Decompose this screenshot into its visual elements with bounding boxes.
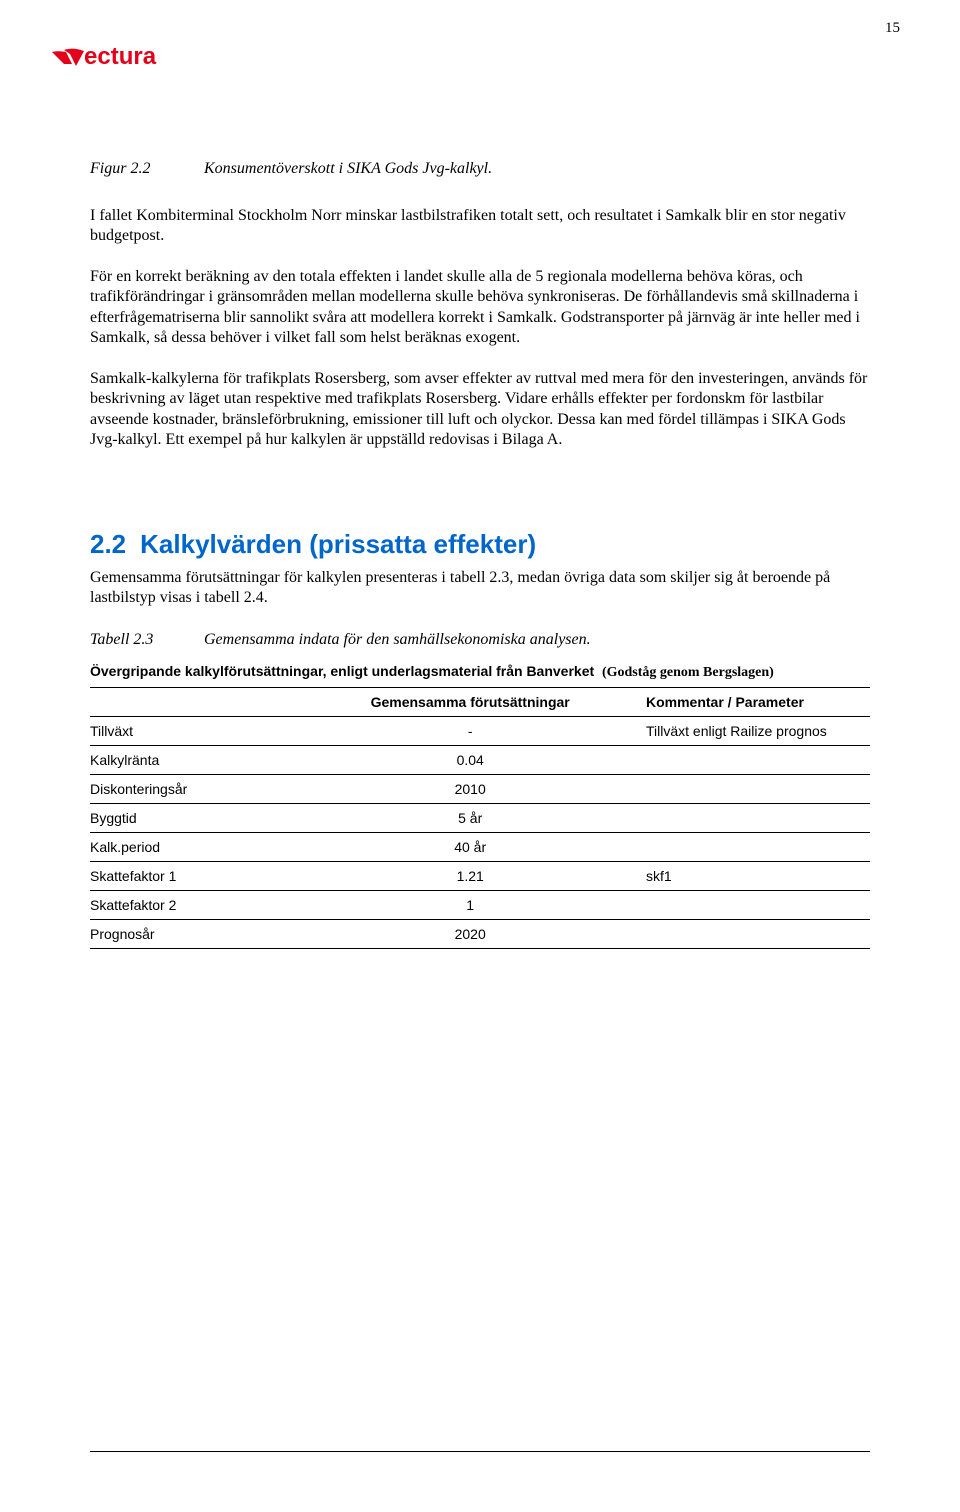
table-header-col2: Gemensamma förutsättningar: [308, 687, 636, 716]
table-header-col3: Kommentar / Parameter: [636, 687, 870, 716]
table-cell-value: 1: [308, 890, 636, 919]
table-cell-label: Kalkylränta: [90, 745, 308, 774]
table-caption: Tabell 2.3 Gemensamma indata för den sam…: [90, 631, 870, 649]
table-title-main: Övergripande kalkylförutsättningar, enli…: [90, 663, 594, 679]
table-cell-comment: Tillväxt enligt Railize prognos: [636, 716, 870, 745]
table-row: Prognosår 2020: [90, 919, 870, 948]
table-cell-label: Prognosår: [90, 919, 308, 948]
table-cell-label: Byggtid: [90, 803, 308, 832]
figure-caption: Figur 2.2 Konsumentöverskott i SIKA Gods…: [90, 160, 870, 178]
table-cell-comment: skf1: [636, 861, 870, 890]
figure-label: Figur 2.2: [90, 160, 200, 178]
brand-logo: ectura: [50, 38, 180, 72]
table-cell-value: -: [308, 716, 636, 745]
table-cell-comment: [636, 919, 870, 948]
page-number: 15: [885, 20, 900, 37]
table-header-empty: [90, 687, 308, 716]
table-cell-label: Tillväxt: [90, 716, 308, 745]
table-cell-comment: [636, 890, 870, 919]
table-cell-value: 5 år: [308, 803, 636, 832]
page-content: Figur 2.2 Konsumentöverskott i SIKA Gods…: [90, 160, 870, 949]
table-cell-value: 2010: [308, 774, 636, 803]
table-row: Skattefaktor 2 1: [90, 890, 870, 919]
table-cell-label: Diskonteringsår: [90, 774, 308, 803]
footer-divider: [90, 1451, 870, 1452]
table-cell-value: 0.04: [308, 745, 636, 774]
section-heading: 2.2 Kalkylvärden (prissatta effekter): [90, 529, 870, 560]
table-cell-label: Skattefaktor 1: [90, 861, 308, 890]
paragraph-3: Samkalk-kalkylerna för trafikplats Roser…: [90, 369, 870, 451]
table-row: Tillväxt - Tillväxt enligt Railize progn…: [90, 716, 870, 745]
table-row: Kalk.period 40 år: [90, 832, 870, 861]
table-cell-comment: [636, 832, 870, 861]
table-header-row: Gemensamma förutsättningar Kommentar / P…: [90, 687, 870, 716]
table-cell-label: Kalk.period: [90, 832, 308, 861]
table-cell-comment: [636, 803, 870, 832]
paragraph-1: I fallet Kombiterminal Stockholm Norr mi…: [90, 206, 870, 247]
table-cell-value: 40 år: [308, 832, 636, 861]
section-title: Kalkylvärden (prissatta effekter): [140, 529, 536, 559]
table-row: Byggtid 5 år: [90, 803, 870, 832]
table-cell-label: Skattefaktor 2: [90, 890, 308, 919]
table-row: Diskonteringsår 2010: [90, 774, 870, 803]
table-cell-value: 1.21: [308, 861, 636, 890]
section-number: 2.2: [90, 529, 126, 559]
data-table: Övergripande kalkylförutsättningar, enli…: [90, 657, 870, 949]
logo-text: ectura: [84, 43, 157, 70]
paragraph-2: För en korrekt beräkning av den totala e…: [90, 267, 870, 349]
table-caption-label: Tabell 2.3: [90, 631, 200, 649]
table-title-tail: (Godståg genom Bergslagen): [602, 665, 774, 680]
table-row: Skattefaktor 1 1.21 skf1: [90, 861, 870, 890]
table-title-row: Övergripande kalkylförutsättningar, enli…: [90, 657, 870, 688]
figure-text: Konsumentöverskott i SIKA Gods Jvg-kalky…: [204, 160, 492, 177]
table-row: Kalkylränta 0.04: [90, 745, 870, 774]
section-intro: Gemensamma förutsättningar för kalkylen …: [90, 568, 870, 609]
table-caption-text: Gemensamma indata för den samhällsekonom…: [204, 631, 591, 648]
table-cell-value: 2020: [308, 919, 636, 948]
table-cell-comment: [636, 745, 870, 774]
table-cell-comment: [636, 774, 870, 803]
